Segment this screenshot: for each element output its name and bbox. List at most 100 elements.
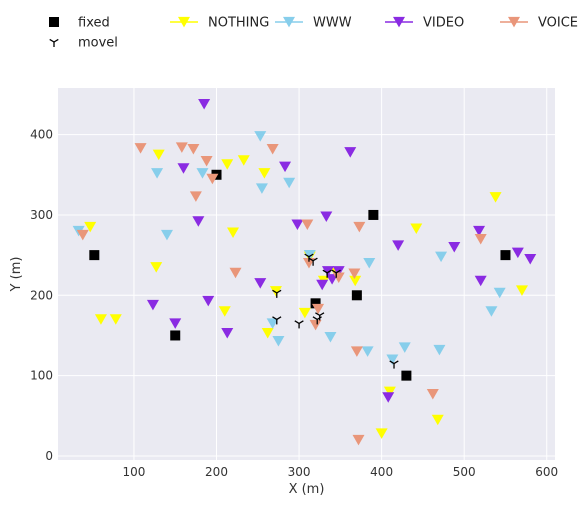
point-voice: [474, 233, 487, 245]
point-voice: [301, 219, 314, 230]
point-nothing: [109, 314, 122, 325]
legend-marker-www: [283, 16, 295, 28]
point-voice: [309, 319, 322, 331]
point-voice: [350, 346, 363, 357]
point-video: [254, 278, 267, 289]
series-voice: [76, 142, 487, 446]
y-tick-label: 200: [30, 288, 53, 302]
point-www: [324, 331, 337, 343]
point-www: [435, 251, 448, 263]
point-nothing: [515, 285, 528, 296]
y-axis-label: Y (m): [9, 257, 24, 293]
point-www: [151, 168, 164, 179]
point-voice: [352, 434, 365, 446]
point-video: [146, 299, 159, 311]
legend-marker-video: [393, 16, 405, 28]
point-video: [320, 211, 333, 222]
point-video: [326, 274, 339, 285]
point-voice: [189, 191, 202, 202]
grid: [58, 88, 555, 460]
point-video: [198, 98, 211, 110]
point-movel: [308, 257, 318, 266]
x-tick-label: 100: [123, 465, 146, 479]
point-nothing: [298, 307, 311, 319]
legend-label: movel: [78, 36, 118, 51]
point-nothing: [94, 314, 107, 325]
legend-item-video: VIDEO: [385, 16, 464, 31]
legend-label: fixed: [78, 16, 110, 31]
point-nothing: [349, 275, 362, 287]
point-nothing: [150, 262, 163, 273]
point-nothing: [261, 327, 274, 339]
point-nothing: [218, 306, 231, 317]
x-tick-label: 600: [535, 465, 558, 479]
point-video: [474, 275, 487, 287]
legend-item-movel: movel: [49, 36, 118, 51]
point-fixed: [170, 330, 181, 341]
point-voice: [76, 229, 89, 241]
x-tick-label: 500: [453, 465, 476, 479]
point-video: [279, 161, 292, 173]
point-video: [392, 240, 405, 251]
point-voice: [229, 267, 242, 279]
series-video: [146, 98, 537, 403]
point-www: [266, 318, 279, 329]
point-nothing: [269, 286, 282, 297]
legend: fixed NOTHING WWW VIDEO VOICE movel: [49, 16, 578, 51]
point-nothing: [84, 221, 97, 233]
point-video: [321, 266, 334, 277]
point-movel: [272, 289, 282, 298]
point-www: [363, 258, 376, 269]
legend-marker-voice: [508, 16, 520, 28]
y-tick-label: 0: [45, 449, 53, 463]
point-voice: [348, 268, 361, 279]
point-movel: [389, 360, 399, 369]
point-video: [473, 225, 486, 237]
x-tick-label: 300: [288, 465, 311, 479]
point-www: [255, 183, 268, 194]
y-axis: 0 100 200 300 400: [30, 128, 53, 463]
point-movel: [315, 312, 325, 321]
point-fixed: [401, 370, 412, 381]
point-movel: [331, 269, 341, 278]
legend-label: VOICE: [538, 16, 578, 31]
point-movel: [304, 253, 314, 262]
point-fixed: [89, 250, 100, 261]
point-voice: [353, 221, 366, 233]
point-fixed: [368, 209, 379, 220]
point-movel: [294, 320, 304, 329]
point-fixed: [500, 250, 511, 261]
x-tick-label: 400: [370, 465, 393, 479]
y-tick-label: 100: [30, 369, 53, 383]
point-www: [254, 131, 267, 142]
point-nothing: [489, 192, 502, 203]
data-marks: [72, 98, 537, 446]
point-voice: [206, 173, 219, 185]
point-nothing: [383, 386, 396, 398]
point-video: [382, 392, 395, 403]
point-voice: [266, 143, 279, 155]
point-movel: [322, 269, 332, 278]
point-nothing: [410, 223, 423, 235]
point-video: [177, 163, 190, 174]
y-tick-label: 300: [30, 208, 53, 222]
point-voice: [187, 143, 200, 155]
point-voice: [175, 142, 188, 153]
legend-marker-nothing: [178, 16, 190, 28]
point-www: [361, 346, 374, 357]
point-voice: [200, 156, 213, 167]
legend-marker-movel: [49, 38, 59, 47]
y-tick-label: 400: [30, 128, 53, 142]
point-www: [386, 354, 399, 365]
point-nothing: [152, 149, 165, 161]
point-www: [283, 177, 296, 189]
legend-label: VIDEO: [423, 16, 464, 31]
point-nothing: [237, 155, 250, 166]
point-video: [344, 147, 357, 158]
point-video: [192, 216, 205, 227]
point-nothing: [258, 168, 271, 179]
point-nothing: [375, 428, 388, 439]
legend-label: NOTHING: [208, 16, 269, 31]
point-movel: [272, 316, 282, 325]
